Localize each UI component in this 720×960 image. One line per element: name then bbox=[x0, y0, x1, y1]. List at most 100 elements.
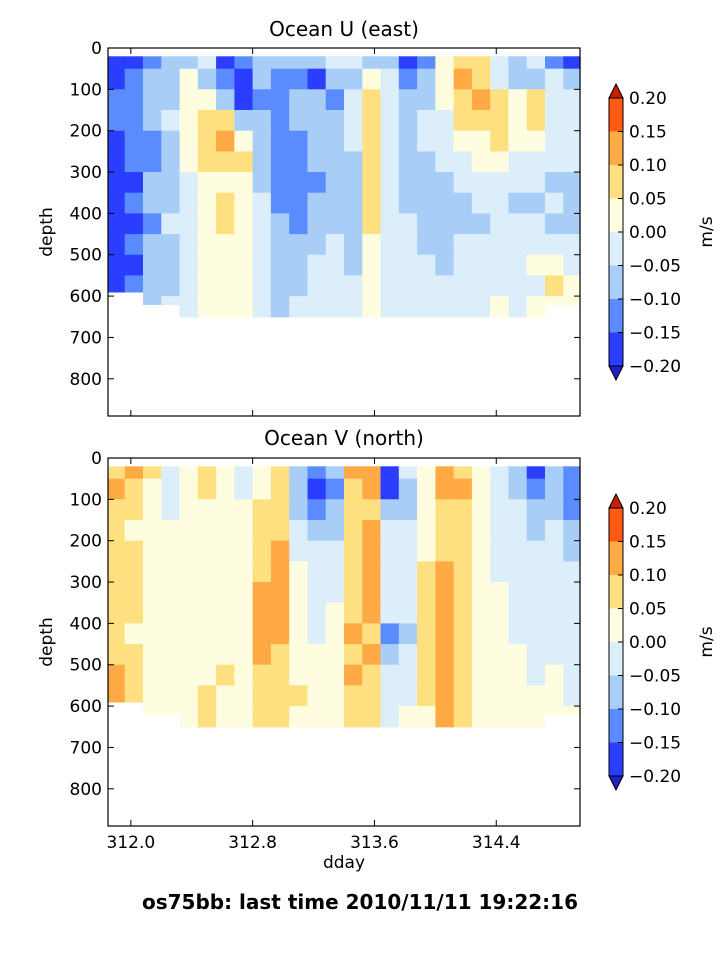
contour-cell bbox=[490, 151, 510, 173]
contour-cell bbox=[252, 213, 272, 235]
contour-cell bbox=[490, 466, 510, 480]
contour-cell bbox=[108, 275, 126, 293]
contour-cell bbox=[270, 56, 290, 70]
contour-cell bbox=[453, 275, 473, 297]
colorbar-segment bbox=[609, 608, 623, 643]
contour-cell bbox=[526, 296, 546, 318]
contour-cell bbox=[563, 520, 581, 542]
contour-cell bbox=[362, 623, 382, 645]
contour-cell bbox=[563, 68, 581, 90]
contour-cell bbox=[307, 56, 327, 70]
contour-cell bbox=[161, 130, 181, 152]
contour-cell bbox=[216, 478, 235, 500]
contour-cell bbox=[124, 68, 144, 90]
contour-cell bbox=[124, 644, 144, 666]
contour-cell bbox=[325, 520, 345, 542]
contour-cell bbox=[270, 172, 290, 194]
contour-cell bbox=[453, 706, 473, 728]
contour-cell bbox=[471, 213, 491, 235]
contour-cell bbox=[362, 130, 382, 152]
colorbar-segment bbox=[609, 508, 623, 542]
contour-cell bbox=[380, 234, 400, 256]
contour-cell bbox=[179, 478, 199, 500]
contour-cell bbox=[453, 561, 473, 583]
contour-cell bbox=[526, 623, 546, 645]
contour-cell bbox=[435, 234, 455, 256]
contour-cell bbox=[417, 192, 436, 214]
contour-cell bbox=[289, 664, 309, 686]
contour-cell bbox=[526, 561, 546, 583]
contour-cell bbox=[197, 478, 217, 500]
contour-cell bbox=[216, 540, 235, 562]
contour-cell bbox=[197, 499, 217, 521]
contour-cell bbox=[508, 296, 528, 318]
y-axis: 0 100 200 300 400 500 600 700 800 bbox=[70, 449, 580, 800]
colorbar: 0.20 0.15 0.10 0.05 0.00 −0.05 −0.10 −0.15 −0.20 bbox=[608, 82, 681, 382]
contour-cell bbox=[435, 520, 455, 542]
contour-cell bbox=[197, 561, 217, 583]
contour-cell bbox=[526, 582, 546, 604]
contour-cell bbox=[471, 602, 491, 624]
contour-cell bbox=[143, 130, 162, 152]
contour-cell bbox=[471, 520, 491, 542]
contour-cell bbox=[252, 520, 272, 542]
contour-cell bbox=[270, 478, 290, 500]
contour-cell bbox=[124, 213, 144, 235]
contour-cell bbox=[471, 561, 491, 583]
contour-cell bbox=[108, 623, 126, 645]
contour-cell bbox=[289, 540, 309, 562]
contour-cell bbox=[108, 520, 126, 542]
contour-cell bbox=[435, 213, 455, 235]
contour-cell bbox=[344, 561, 363, 583]
y-tick-label: 800 bbox=[70, 370, 102, 390]
contour-cell bbox=[234, 706, 254, 728]
contour-cell bbox=[398, 706, 418, 728]
contour-cell bbox=[124, 192, 144, 214]
contour-cell bbox=[289, 89, 309, 111]
contour-cell bbox=[362, 275, 382, 297]
contour-cell bbox=[344, 582, 363, 604]
contour-cell bbox=[563, 192, 581, 214]
chart-title: Ocean U (east) bbox=[269, 17, 419, 41]
contour-cell bbox=[307, 89, 327, 111]
contour-cell bbox=[289, 56, 309, 70]
contour-cell bbox=[307, 234, 327, 256]
contour-cell bbox=[563, 582, 581, 604]
contour-cell bbox=[380, 520, 400, 542]
contour-cell bbox=[252, 192, 272, 214]
contour-cell bbox=[161, 151, 181, 173]
contour-cell bbox=[545, 644, 564, 666]
contour-cell bbox=[216, 466, 235, 480]
contour-cell bbox=[380, 685, 400, 707]
contour-cell bbox=[216, 664, 235, 686]
contour-cell bbox=[216, 520, 235, 542]
contour-cell bbox=[508, 192, 528, 214]
colorbar: 0.20 0.15 0.10 0.05 0.00 −0.05 −0.10 −0.15 −0.20 bbox=[608, 492, 681, 792]
colorbar-extend-max bbox=[608, 492, 624, 509]
contour-cell bbox=[508, 130, 528, 152]
colorbar-tick-label: −0.05 bbox=[629, 257, 681, 277]
contour-cell bbox=[453, 664, 473, 686]
colorbar-segment bbox=[609, 642, 623, 676]
contour-cell bbox=[435, 664, 455, 686]
contour-cell bbox=[108, 130, 126, 152]
contour-cell bbox=[453, 466, 473, 480]
contour-cell bbox=[197, 172, 217, 194]
contour-cell bbox=[417, 664, 436, 686]
contour-cell bbox=[508, 275, 528, 297]
contour-cell bbox=[453, 192, 473, 214]
contour-cell bbox=[417, 644, 436, 666]
contour-cell bbox=[508, 520, 528, 542]
contour-cell bbox=[289, 213, 309, 235]
contour-cell bbox=[344, 520, 363, 542]
contour-cell bbox=[143, 520, 162, 542]
contour-cell bbox=[526, 685, 546, 707]
contour-cell bbox=[325, 706, 345, 728]
contour-cell bbox=[197, 582, 217, 604]
contour-cell bbox=[325, 234, 345, 256]
contour-cell bbox=[545, 192, 564, 214]
y-tick-label: 300 bbox=[70, 163, 102, 183]
contour-cell bbox=[398, 68, 418, 90]
contour-cell bbox=[325, 664, 345, 686]
contour-cell bbox=[417, 151, 436, 173]
